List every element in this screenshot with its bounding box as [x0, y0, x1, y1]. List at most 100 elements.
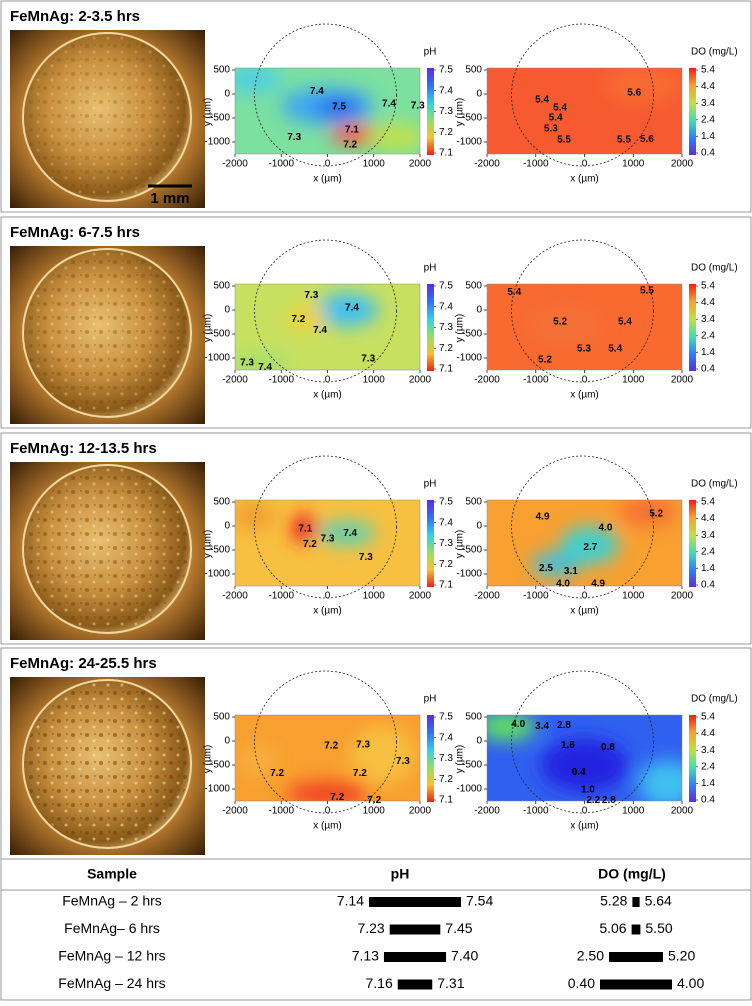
contour-label: 5.4	[507, 287, 521, 298]
contour-label: 5.5	[617, 135, 631, 146]
field-blob	[235, 68, 282, 94]
field-blob	[618, 500, 678, 526]
photo-texture	[25, 35, 189, 199]
y-axis-label: y (µm)	[203, 314, 214, 343]
y-tick-label: 500	[213, 65, 230, 76]
field-blobs	[235, 502, 377, 546]
y-tick-label: 0	[224, 736, 230, 747]
y-axis-label: y (µm)	[455, 530, 466, 559]
range-min: 7.16	[366, 975, 393, 991]
colorbar	[427, 284, 434, 371]
contour-label: 7.3	[396, 756, 410, 767]
photo-texture	[25, 682, 189, 846]
contour-label: 7.3	[411, 101, 425, 112]
x-tick-label: 1000	[622, 375, 645, 386]
field	[487, 284, 682, 370]
y-axis-label: y (µm)	[203, 745, 214, 774]
table: Sample pH DO (mg/L) FeMnAg – 2 hrs 7.14 7.54 5…	[0, 858, 752, 1001]
field-blob	[540, 738, 629, 792]
x-tick-label: 1000	[363, 806, 386, 817]
y-tick-label: 0	[476, 305, 482, 316]
contour-label: 2.7	[583, 542, 597, 553]
contour-label: 5.4	[553, 103, 567, 114]
y-axis-label: y (µm)	[455, 314, 466, 343]
x-tick-label: -1000	[268, 375, 294, 386]
range-min: 7.14	[337, 893, 364, 909]
contour-label: 5.6	[640, 134, 654, 145]
x-tick-label: -2000	[474, 375, 500, 386]
x-tick-label: -1000	[523, 375, 549, 386]
y-tick-label: -1000	[456, 137, 482, 148]
y-tick-label: -1000	[456, 353, 482, 364]
colorbar-tick-label: 4.4	[701, 297, 715, 308]
x-tick-label: -2000	[222, 806, 248, 817]
colorbar-tick-label: 7.1	[439, 580, 453, 591]
contour-label: 1.0	[581, 785, 595, 796]
y-tick-label: -1000	[204, 784, 230, 795]
contour-label: 5.4	[535, 95, 549, 106]
y-tick-label: 500	[465, 712, 482, 723]
field-blob	[290, 514, 319, 543]
colorbar-label: DO (mg/L)	[691, 694, 738, 705]
range-min: 5.28	[600, 893, 627, 909]
sample-outline	[254, 23, 397, 167]
contour-label: 4.0	[599, 523, 613, 534]
y-tick-label: 0	[476, 736, 482, 747]
colorbar-tick-label: 7.5	[439, 712, 453, 723]
range-max: 5.64	[645, 893, 672, 909]
field-blob	[315, 520, 377, 546]
colorbar-label: DO (mg/L)	[691, 263, 738, 274]
y-axis-label: y (µm)	[203, 98, 214, 127]
panel-title: FeMnAg: 6-7.5 hrs	[10, 224, 140, 241]
sample-cell: FeMnAg – 12 hrs	[58, 948, 165, 964]
x-tick-label: -2000	[474, 159, 500, 170]
range-bar	[632, 897, 640, 907]
contour-label: 2.5	[539, 563, 553, 574]
x-axis-label: x (µm)	[313, 174, 342, 185]
colorbar-tick-label: 7.3	[439, 106, 453, 117]
x-axis-label: x (µm)	[313, 390, 342, 401]
y-tick-label: 500	[465, 497, 482, 508]
y-tick-label: -500	[462, 760, 482, 771]
x-tick-label: 1000	[622, 806, 645, 817]
x-tick-label: 1000	[622, 591, 645, 602]
x-tick-label: 1000	[363, 375, 386, 386]
colorbar-tick-label: 2.4	[701, 761, 715, 772]
colorbar-tick-label: 2.4	[701, 546, 715, 557]
x-tick-label: 2000	[409, 591, 432, 602]
colorbar-label: pH	[424, 479, 437, 490]
range-max: 5.50	[645, 920, 672, 936]
x-tick-label: -1000	[523, 806, 549, 817]
panel-title: FeMnAg: 12-13.5 hrs	[10, 440, 157, 457]
x-tick-label: 2000	[671, 159, 694, 170]
contour-label: 0.4	[572, 767, 586, 778]
field-blob	[235, 502, 277, 531]
y-tick-label: 500	[213, 712, 230, 723]
contour-label: 7.4	[258, 362, 272, 373]
field	[487, 68, 682, 154]
colorbar-tick-label: 1.4	[701, 778, 715, 789]
panel: FeMnAg: 12-13.5 hrs -2000 -1000 0 1000 2000 50…	[0, 432, 752, 645]
colorbar-tick-label: 7.4	[439, 301, 453, 312]
x-tick-label: 2000	[671, 806, 694, 817]
colorbar-tick-label: 5.4	[701, 497, 715, 508]
range-bar	[600, 979, 672, 990]
x-tick-label: 2000	[409, 159, 432, 170]
x-tick-label: 2000	[409, 375, 432, 386]
field-blobs	[526, 305, 604, 344]
table-frame	[0, 858, 752, 1001]
x-tick-label: 2000	[671, 591, 694, 602]
colorbar	[689, 715, 696, 802]
x-tick-label: -1000	[268, 591, 294, 602]
y-axis-label: y (µm)	[203, 530, 214, 559]
colorbar-label: pH	[424, 694, 437, 705]
field-blob	[288, 302, 326, 332]
x-tick-label: 2000	[671, 375, 694, 386]
colorbar-tick-label: 7.4	[439, 732, 453, 743]
sample-cell: FeMnAg– 6 hrs	[64, 920, 160, 936]
contour-label: 5.3	[544, 124, 558, 135]
colorbar-tick-label: 1.4	[701, 347, 715, 358]
x-tick-label: 1000	[363, 591, 386, 602]
y-tick-label: -500	[462, 113, 482, 124]
colorbar-tick-label: 0.4	[701, 580, 715, 591]
